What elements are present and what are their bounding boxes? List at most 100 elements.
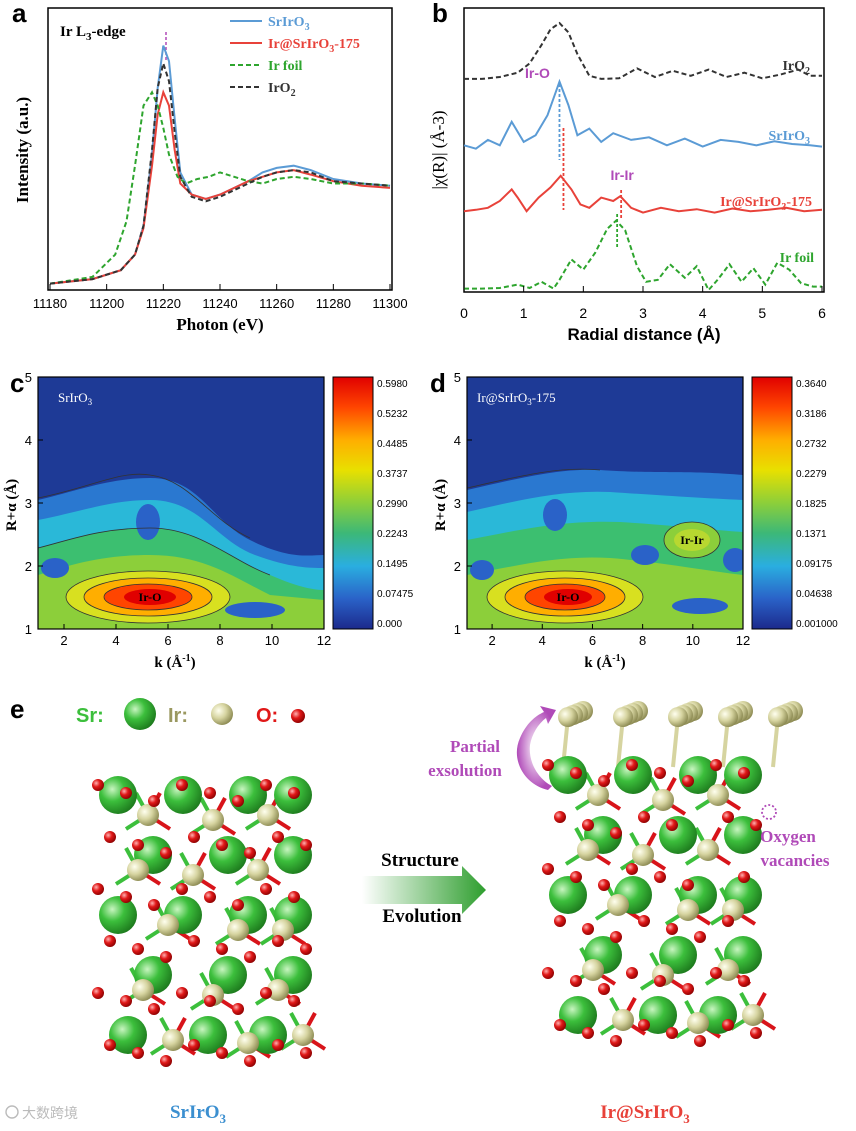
o-atom: [610, 827, 622, 839]
o-atom: [722, 1019, 734, 1031]
ir-atom: [652, 789, 674, 811]
x-tick-label: 11240: [202, 296, 237, 311]
y-tick-label: 4: [25, 433, 32, 448]
watermark-logo-icon: [5, 1105, 19, 1119]
ir-atom: [612, 1009, 634, 1031]
colorbar-c: [332, 376, 374, 630]
x-tick-label: 10: [265, 633, 279, 648]
ir-atom: [162, 1029, 184, 1051]
series-line-1: [463, 78, 823, 150]
x-tick-label: 1: [520, 305, 528, 321]
colorbar-tick-label: 0.3186: [796, 409, 827, 420]
series-label-1: SrIrO3: [768, 129, 810, 147]
ir-atom: [582, 959, 604, 981]
o-atom: [582, 1027, 594, 1039]
o-atom: [722, 915, 734, 927]
series-label-2: Ir@SrIrO3-175: [720, 195, 812, 213]
o-atom: [598, 983, 610, 995]
sr-atom: [209, 956, 247, 994]
o-atom: [148, 1003, 160, 1015]
heatmap-c-xlabel: k (Å-1): [154, 653, 195, 671]
o-atom: [694, 1035, 706, 1047]
y-tick-label: 3: [454, 496, 461, 511]
o-atom: [638, 1019, 650, 1031]
o-atom: [710, 759, 722, 771]
o-atom: [626, 863, 638, 875]
o-atom: [570, 975, 582, 987]
x-tick-label: 2: [579, 305, 587, 321]
x-tick-label: 11180: [33, 296, 67, 311]
ir-atom: [742, 1004, 764, 1026]
o-atom: [148, 795, 160, 807]
o-atom: [92, 883, 104, 895]
o-atom: [272, 1039, 284, 1051]
caption-sriro3: SrIrO3: [170, 1102, 227, 1126]
ir-atom: [292, 1024, 314, 1046]
ir-atom: [267, 979, 289, 1001]
o-atom: [288, 891, 300, 903]
series-line-0: [49, 45, 391, 285]
ir-atom: [127, 859, 149, 881]
ir-atom: [607, 894, 629, 916]
ir-atom: [677, 899, 699, 921]
colorbar-tick-label: 0.07475: [377, 589, 414, 600]
o-atom: [120, 891, 132, 903]
o-atom: [722, 811, 734, 823]
heatmap-c: [38, 377, 324, 629]
o-atom: [666, 923, 678, 935]
o-atom: [204, 995, 216, 1007]
x-tick-label: 3: [639, 305, 647, 321]
legend-ir-label: Ir:: [168, 705, 188, 727]
y-tick-label: 2: [25, 559, 32, 574]
ir-atom: [132, 979, 154, 1001]
ir-atom: [237, 1032, 259, 1054]
heatmap-d-xlabel: k (Å-1): [584, 653, 625, 671]
x-tick-label: 11200: [89, 296, 124, 311]
o-atom: [92, 987, 104, 999]
x-tick-label: 6: [589, 633, 596, 648]
x-tick-label: 8: [639, 633, 646, 648]
o-atom: [610, 1035, 622, 1047]
sr-atom: [559, 996, 597, 1034]
oxygen-vacancies-line1: Oxygen: [760, 827, 816, 846]
o-atom: [176, 883, 188, 895]
colorbar-tick-label: 0.09175: [796, 559, 833, 570]
x-tick-label: 6: [164, 633, 171, 648]
colorbar-tick-label: 0.000: [377, 619, 402, 630]
o-atom: [738, 975, 750, 987]
atoms: [542, 701, 803, 1047]
x-tick-label: 6: [818, 305, 826, 321]
panel-c-letter: c: [10, 368, 24, 398]
o-atom: [148, 899, 160, 911]
colorbar-tick-label: 0.5232: [377, 409, 408, 420]
o-atom: [188, 1039, 200, 1051]
colorbar-tick-label: 0.3737: [377, 469, 408, 480]
exsolved-ir-atom: [668, 707, 688, 727]
o-atom: [260, 779, 272, 791]
y-tick-label: 3: [25, 496, 32, 511]
o-atom: [188, 831, 200, 843]
colorbar-tick-label: 0.2990: [377, 499, 408, 510]
heatmap-d-peak-label-2: Ir-Ir: [680, 533, 704, 547]
caption-ir-sriro3: Ir@SrIrO3: [600, 1102, 690, 1126]
x-tick-label: 2: [60, 633, 67, 648]
heatmap-c-ylabel: R+α (Å): [4, 479, 20, 531]
o-atom: [300, 1047, 312, 1059]
x-tick-label: 12: [317, 633, 331, 648]
panel-e-letter: e: [10, 694, 24, 724]
o-atom: [638, 811, 650, 823]
o-atom: [204, 787, 216, 799]
colorbar-tick-label: 0.2279: [796, 469, 827, 480]
o-atom: [120, 787, 132, 799]
x-tick-label: 4: [539, 633, 546, 648]
arrow-label-structure: Structure: [381, 850, 459, 871]
sr-atom: [659, 936, 697, 974]
exsolved-ir-atom: [558, 707, 578, 727]
sr-atom: [659, 816, 697, 854]
o-atom: [216, 943, 228, 955]
colorbar-tick-label: 0.1825: [796, 499, 827, 510]
panel-d-letter: d: [430, 368, 446, 398]
legend-sr-label: Sr:: [76, 705, 104, 727]
o-atom: [244, 1055, 256, 1067]
